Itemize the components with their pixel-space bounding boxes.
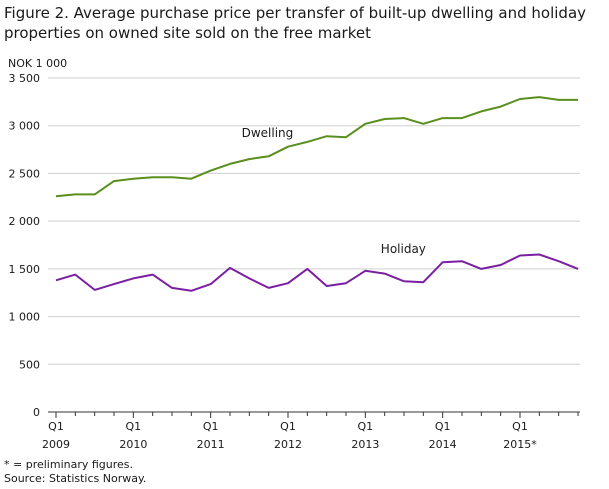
y-tick-label: 1 500 bbox=[9, 263, 41, 276]
x-tick-label-year: 2014 bbox=[429, 438, 457, 451]
x-tick-label-quarter: Q1 bbox=[435, 420, 451, 433]
y-tick-labels: 0 500 1 000 1 500 2 000 2 500 3 000 3 500 bbox=[9, 72, 41, 419]
x-tick-label-year: 2010 bbox=[119, 438, 147, 451]
x-tick-label-year: 2015* bbox=[503, 438, 537, 451]
axes bbox=[48, 411, 580, 418]
footnote-preliminary: * = preliminary figures. bbox=[4, 458, 134, 471]
y-tick-label: 500 bbox=[19, 358, 40, 371]
y-tick-label: 1 000 bbox=[9, 311, 41, 324]
x-tick-label-quarter: Q1 bbox=[125, 420, 141, 433]
series-labels: Dwelling Holiday bbox=[242, 126, 426, 256]
x-tick-label-quarter: Q1 bbox=[48, 420, 64, 433]
x-tick-label-quarter: Q1 bbox=[203, 420, 219, 433]
x-tick-label-year: 2012 bbox=[274, 438, 302, 451]
series-line-holiday bbox=[55, 253, 579, 292]
y-tick-label: 2 000 bbox=[9, 215, 41, 228]
y-tick-label: 3 500 bbox=[9, 72, 41, 85]
y-tick-label: 3 000 bbox=[9, 120, 41, 133]
gridlines bbox=[48, 77, 580, 365]
series-lines bbox=[55, 96, 579, 292]
x-tick-label-year: 2009 bbox=[42, 438, 70, 451]
x-tick-label-year: 2011 bbox=[197, 438, 225, 451]
x-tick-label-quarter: Q1 bbox=[280, 420, 296, 433]
series-label-holiday: Holiday bbox=[381, 242, 426, 256]
x-tick-label-year: 2013 bbox=[351, 438, 379, 451]
x-tick-label-quarter: Q1 bbox=[357, 420, 373, 433]
y-tick-label: 0 bbox=[33, 406, 40, 419]
series-label-dwelling: Dwelling bbox=[242, 126, 294, 140]
x-tick-label-quarter: Q1 bbox=[512, 420, 528, 433]
x-tick-labels: Q1 2009 Q1 2010 Q1 2011 Q1 2012 Q1 2013 Q1 2014 Q1 20… bbox=[42, 420, 537, 451]
series-line-dwelling bbox=[55, 96, 578, 198]
figure-title: Figure 2. Average purchase price per tra… bbox=[4, 4, 587, 42]
y-axis-label: NOK 1 000 bbox=[8, 57, 67, 70]
footnote-source: Source: Statistics Norway. bbox=[4, 472, 147, 485]
y-tick-label: 2 500 bbox=[9, 167, 41, 180]
